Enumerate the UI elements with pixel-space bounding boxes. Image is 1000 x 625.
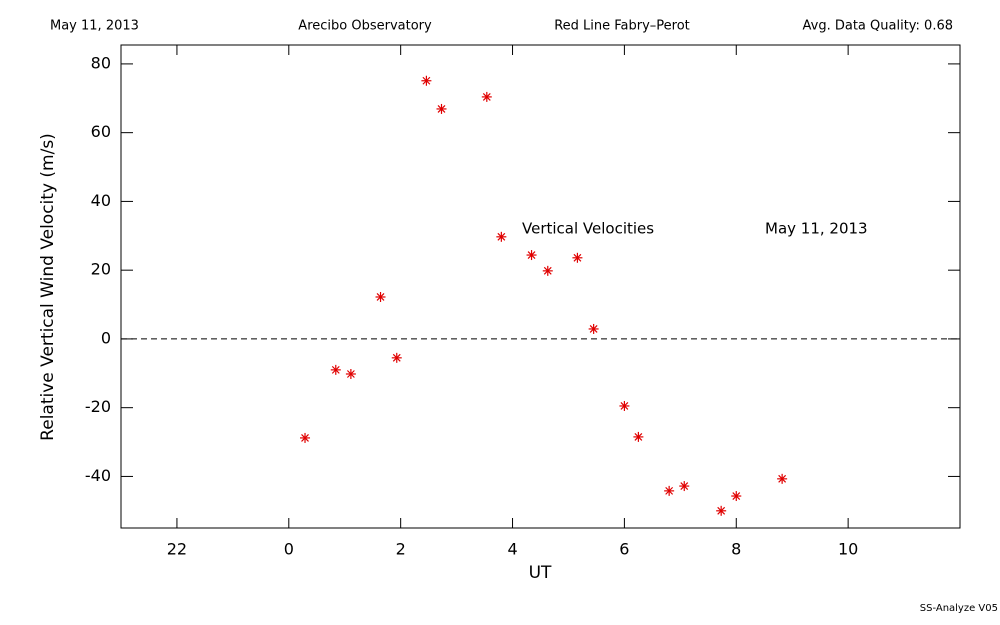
x-tick-label: 8 — [731, 540, 741, 559]
asterisk-stroke — [422, 76, 431, 85]
data-point — [436, 103, 447, 114]
annotation: Vertical Velocities — [522, 220, 654, 238]
asterisk-stroke — [543, 266, 552, 275]
asterisk-stroke — [665, 486, 674, 495]
x-tick-label: 6 — [619, 540, 629, 559]
data-point — [777, 473, 788, 484]
y-tick-label: 40 — [91, 191, 111, 210]
data-point — [716, 505, 727, 516]
asterisk-stroke — [573, 253, 582, 262]
data-point — [300, 432, 311, 443]
data-point — [679, 481, 690, 492]
data-point — [526, 250, 537, 261]
y-tick-label: 60 — [91, 122, 111, 141]
asterisk-stroke — [392, 353, 401, 362]
asterisk-stroke — [346, 370, 355, 378]
asterisk-stroke — [620, 402, 629, 410]
data-point — [345, 368, 356, 379]
header-site: Arecibo Observatory — [298, 19, 432, 34]
data-point — [619, 400, 630, 411]
annotation: May 11, 2013 — [765, 220, 868, 238]
footer: SS-Analyze V05 — [920, 603, 998, 614]
asterisk-stroke — [527, 251, 536, 259]
data-point — [375, 291, 386, 302]
asterisk-stroke — [717, 506, 726, 515]
x-tick-label: 2 — [396, 540, 406, 559]
data-point — [542, 265, 553, 276]
y-tick-label: 20 — [91, 260, 111, 279]
header-instrument: Red Line Fabry–Perot — [554, 19, 690, 34]
data-point — [588, 323, 599, 334]
y-tick-label: 80 — [91, 53, 111, 72]
asterisk-stroke — [331, 365, 340, 374]
x-tick-label: 10 — [838, 540, 858, 559]
x-axis-label: UT — [529, 563, 552, 583]
asterisk-stroke — [589, 325, 598, 333]
data-point — [664, 485, 675, 496]
asterisk-stroke — [482, 92, 491, 101]
data-point — [330, 364, 341, 375]
data-point — [633, 431, 644, 442]
asterisk-stroke — [497, 232, 506, 241]
asterisk-stroke — [732, 492, 741, 500]
x-tick-label: 22 — [167, 540, 187, 559]
asterisk-stroke — [376, 293, 385, 301]
header-quality: Avg. Data Quality: 0.68 — [803, 19, 953, 34]
y-axis-label: Relative Vertical Wind Velocity (m/s) — [38, 133, 58, 441]
data-point — [481, 91, 492, 102]
plot-frame — [120, 44, 961, 529]
data-point — [421, 75, 432, 86]
data-point — [391, 352, 402, 363]
x-tick-label: 0 — [284, 540, 294, 559]
asterisk-stroke — [778, 474, 787, 483]
header-date: May 11, 2013 — [50, 19, 139, 34]
y-tick-label: -40 — [85, 466, 111, 485]
y-tick-label: -20 — [85, 397, 111, 416]
asterisk-stroke — [437, 105, 446, 113]
y-tick-label: 0 — [101, 328, 111, 347]
data-point — [731, 491, 742, 502]
asterisk-stroke — [634, 432, 643, 441]
data-point — [496, 231, 507, 242]
x-tick-label: 4 — [507, 540, 517, 559]
data-point — [572, 252, 583, 263]
asterisk-stroke — [680, 482, 689, 490]
asterisk-stroke — [301, 434, 309, 442]
